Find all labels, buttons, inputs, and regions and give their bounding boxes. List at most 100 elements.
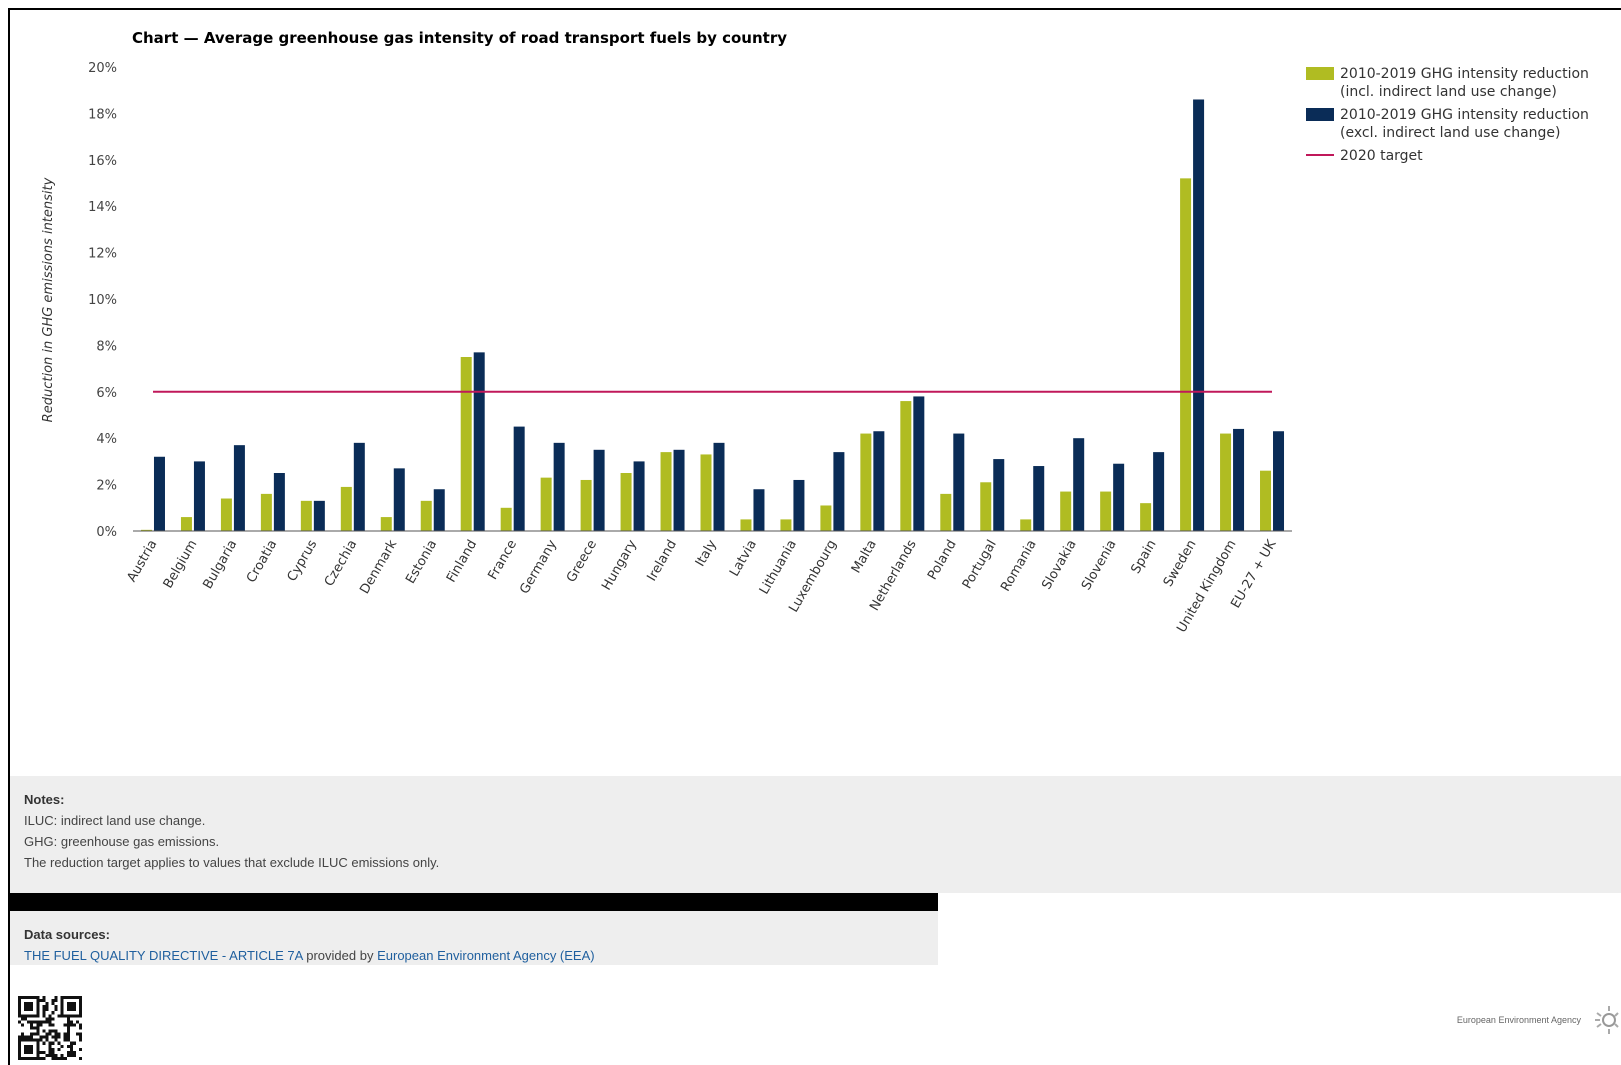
bar: [420, 500, 432, 531]
y-tick-label: 0%: [96, 525, 117, 540]
x-tick-label: Denmark: [357, 537, 400, 597]
bar: [1180, 178, 1192, 532]
chart-frame: [8, 8, 1621, 1065]
y-tick-label: 14%: [88, 200, 117, 215]
x-tick-label: Italy: [693, 537, 720, 569]
bar: [900, 401, 912, 531]
x-tick-label: Czechia: [322, 538, 360, 590]
x-tick-label: Slovenia: [1079, 538, 1120, 593]
bar: [540, 477, 552, 531]
bar: [673, 449, 685, 531]
bar: [473, 352, 485, 531]
bar: [260, 493, 272, 531]
bar: [620, 473, 632, 531]
bar: [593, 449, 605, 531]
x-tick-label: France: [486, 538, 521, 583]
bar: [500, 507, 512, 531]
x-tick-label: Estonia: [403, 538, 440, 587]
bar: [1033, 466, 1045, 531]
bar: [460, 357, 472, 531]
bar: [953, 433, 965, 531]
bar: [713, 442, 725, 531]
y-tick-label: 12%: [88, 247, 117, 262]
bar: [233, 445, 245, 531]
note-line: ILUC: indirect land use change.: [24, 813, 206, 828]
bar: [833, 452, 845, 531]
bar: [353, 442, 365, 531]
y-tick-label: 6%: [96, 386, 117, 401]
sources-line: THE FUEL QUALITY DIRECTIVE - ARTICLE 7A …: [24, 948, 938, 963]
bar: [780, 519, 792, 531]
x-tick-label: Portugal: [960, 537, 1000, 591]
bar: [313, 500, 325, 531]
bar: [873, 431, 885, 531]
bar: [1073, 438, 1085, 531]
y-axis-label: Reduction in GHG emissions intensity: [41, 177, 56, 422]
bar: [700, 454, 712, 531]
bar: [300, 500, 312, 531]
chart: Chart — Average greenhouse gas intensity…: [41, 29, 1589, 635]
bar: [273, 473, 285, 531]
bar: [1020, 519, 1032, 531]
separator-bar: [10, 893, 938, 911]
x-tick-label: Hungary: [599, 537, 640, 593]
legend-swatch: [1306, 108, 1334, 121]
bar: [433, 489, 445, 531]
bar: [513, 426, 525, 531]
x-tick-label: Sweden: [1161, 538, 1200, 590]
bar: [180, 517, 192, 531]
bars: [140, 99, 1285, 532]
bar: [660, 452, 672, 531]
eea-logo-text: European Environment Agency: [1456, 1015, 1581, 1025]
bar: [220, 498, 232, 531]
y-tick-label: 16%: [88, 154, 117, 169]
legend-label: (incl. indirect land use change): [1340, 84, 1557, 100]
bar: [553, 442, 565, 531]
x-tick-label: Latvia: [727, 538, 760, 580]
note-line: The reduction target applies to values t…: [24, 855, 440, 870]
x-tick-label: Greece: [564, 538, 600, 586]
bar: [380, 517, 392, 531]
bar: [1193, 99, 1205, 531]
bar: [193, 461, 205, 531]
y-tick-label: 18%: [88, 107, 117, 122]
note-line: GHG: greenhouse gas emissions.: [24, 834, 220, 849]
bar: [1260, 470, 1272, 531]
bar: [580, 479, 592, 531]
x-tick-label: Poland: [925, 538, 960, 583]
eea-sun-logo-icon: [1595, 1006, 1619, 1034]
source-link-eea[interactable]: European Environment Agency (EEA): [377, 948, 595, 963]
x-tick-label: Ireland: [645, 538, 680, 584]
legend-swatch: [1306, 67, 1334, 80]
x-tick-label: Bulgaria: [200, 538, 240, 592]
x-tick-label: Lithuania: [757, 538, 800, 598]
x-tick-label: Romania: [998, 538, 1039, 595]
eea-logo: European Environment Agency: [1457, 1000, 1621, 1040]
data-sources-panel: Data sources: THE FUEL QUALITY DIRECTIVE…: [10, 911, 938, 965]
bar: [860, 433, 872, 531]
bar: [793, 479, 805, 531]
y-tick-label: 20%: [88, 61, 117, 76]
bar: [820, 505, 832, 531]
bar: [633, 461, 645, 531]
qr-code-icon: [18, 996, 82, 1060]
bar: [1140, 503, 1152, 531]
bar: [940, 493, 952, 531]
x-axis-labels: Austria Belgium Bulgaria Croatia Cyprus Czech…: [124, 537, 1279, 635]
bar: [980, 482, 992, 531]
sources-provided-by: provided by: [306, 948, 374, 963]
y-tick-label: 2%: [96, 479, 117, 494]
bar: [1113, 463, 1125, 531]
x-tick-label: Germany: [517, 537, 560, 597]
legend-label: 2020 target: [1340, 148, 1423, 164]
legend-label: 2010-2019 GHG intensity reduction: [1340, 66, 1589, 82]
x-tick-label: Finland: [444, 538, 480, 586]
bar: [393, 468, 405, 531]
x-tick-label: Slovakia: [1039, 538, 1079, 593]
bar: [140, 529, 152, 531]
bar: [1100, 491, 1112, 531]
sources-heading: Data sources:: [24, 927, 110, 942]
legend-label: 2010-2019 GHG intensity reduction: [1340, 107, 1589, 123]
source-link-fqd[interactable]: THE FUEL QUALITY DIRECTIVE - ARTICLE 7A: [24, 948, 303, 963]
bar: [753, 489, 765, 531]
